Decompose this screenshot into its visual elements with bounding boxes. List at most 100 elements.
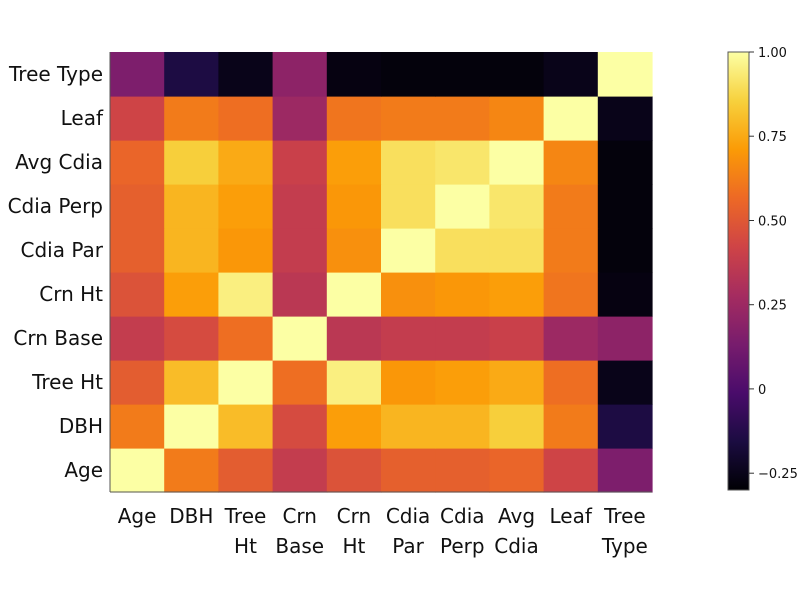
heatmap-cell xyxy=(597,404,653,449)
heatmap-cell xyxy=(110,316,165,361)
colorbar-tick-label: 0 xyxy=(758,383,766,398)
heatmap-cell xyxy=(381,96,436,141)
heatmap-cell xyxy=(164,184,219,229)
heatmap-cell xyxy=(218,404,274,449)
heatmap-cell xyxy=(489,404,545,449)
heatmap-cell xyxy=(381,448,436,493)
heatmap-cell xyxy=(272,96,328,141)
heatmap-cell xyxy=(597,316,653,361)
heatmap-cell xyxy=(435,404,490,449)
x-tick-label: Leaf xyxy=(549,504,592,528)
heatmap-cell xyxy=(218,448,274,493)
y-tick-label: Avg Cdia xyxy=(15,150,103,174)
heatmap-cell xyxy=(218,316,274,361)
heatmap-cell xyxy=(218,140,274,185)
heatmap-cell xyxy=(435,228,490,273)
y-tick-label: Tree Type xyxy=(8,62,103,86)
heatmap-cell xyxy=(110,228,165,273)
heatmap-cell xyxy=(326,448,382,493)
heatmap-cell xyxy=(164,228,219,273)
heatmap-cell xyxy=(597,52,653,97)
heatmap-cell xyxy=(272,140,328,185)
heatmap-cell xyxy=(326,316,382,361)
heatmap-cell xyxy=(218,360,274,405)
heatmap-cell xyxy=(597,360,653,405)
heatmap-cell xyxy=(435,272,490,317)
heatmap-cell xyxy=(164,360,219,405)
heatmap-cell xyxy=(218,272,274,317)
heatmap-cell xyxy=(597,448,653,493)
heatmap-cell xyxy=(110,448,165,493)
x-tick-label: Crn Ht xyxy=(337,504,372,558)
y-tick-label: Tree Ht xyxy=(31,370,103,394)
heatmap-cell xyxy=(326,228,382,273)
heatmap-cell xyxy=(543,228,599,273)
heatmap-cell xyxy=(381,316,436,361)
heatmap-cell xyxy=(272,316,328,361)
heatmap-cell xyxy=(110,52,165,97)
heatmap-cell xyxy=(164,52,219,97)
x-tick-label: Tree Ht xyxy=(224,504,267,558)
heatmap-cell xyxy=(489,96,545,141)
heatmap-cell xyxy=(272,52,328,97)
heatmap-cell xyxy=(272,360,328,405)
y-tick-label: Cdia Perp xyxy=(8,194,103,218)
heatmap-cell xyxy=(489,184,545,229)
heatmap-cell xyxy=(435,360,490,405)
heatmap-cell xyxy=(326,96,382,141)
y-tick-label: DBH xyxy=(59,414,103,438)
x-tick-label: Cdia Par xyxy=(386,504,430,558)
y-tick-label: Age xyxy=(64,458,103,482)
heatmap-cells xyxy=(110,52,653,493)
heatmap-cell xyxy=(326,272,382,317)
heatmap-cell xyxy=(110,360,165,405)
heatmap-cell xyxy=(164,96,219,141)
heatmap-cell xyxy=(272,404,328,449)
x-tick-label: Tree Type xyxy=(601,504,648,558)
colorbar-tick-label: 0.25 xyxy=(758,299,787,314)
heatmap-cell xyxy=(543,272,599,317)
heatmap-cell xyxy=(272,448,328,493)
heatmap-cell xyxy=(435,448,490,493)
heatmap-cell xyxy=(435,316,490,361)
heatmap-cell xyxy=(110,96,165,141)
colorbar-tick-label: 1.00 xyxy=(758,46,787,61)
heatmap-cell xyxy=(597,272,653,317)
heatmap-cell xyxy=(543,360,599,405)
heatmap-cell xyxy=(272,184,328,229)
heatmap-cell xyxy=(218,52,274,97)
heatmap-cell xyxy=(218,96,274,141)
heatmap-cell xyxy=(543,52,599,97)
heatmap-cell xyxy=(164,404,219,449)
heatmap-cell xyxy=(272,228,328,273)
colorbar-tick-label: 0.50 xyxy=(758,215,787,230)
heatmap-cell xyxy=(489,140,545,185)
heatmap-cell xyxy=(326,52,382,97)
y-tick-label: Cdia Par xyxy=(21,238,104,262)
heatmap-cell xyxy=(110,272,165,317)
heatmap-cell xyxy=(489,316,545,361)
x-tick-label: Crn Base xyxy=(275,504,324,558)
colorbar-tick-label: −0.25 xyxy=(758,467,798,482)
heatmap-cell xyxy=(597,184,653,229)
heatmap-cell xyxy=(381,184,436,229)
y-axis-labels: Age DBH Tree Ht Crn Base Crn Ht Cdia Par Cdia … xyxy=(8,62,104,482)
heatmap-cell xyxy=(110,140,165,185)
heatmap-cell xyxy=(218,228,274,273)
heatmap-cell xyxy=(381,404,436,449)
heatmap-cell xyxy=(435,96,490,141)
heatmap-cell xyxy=(381,228,436,273)
heatmap-cell xyxy=(164,316,219,361)
colorbar-gradient xyxy=(727,51,750,491)
heatmap-cell xyxy=(489,228,545,273)
heatmap-cell xyxy=(326,140,382,185)
y-tick-label: Crn Ht xyxy=(39,282,103,306)
heatmap-cell xyxy=(164,140,219,185)
plot-axes xyxy=(109,52,652,493)
x-tick-label: Cdia Perp xyxy=(440,504,485,558)
heatmap-cell xyxy=(164,272,219,317)
heatmap-cell xyxy=(543,140,599,185)
heatmap-cell xyxy=(543,404,599,449)
